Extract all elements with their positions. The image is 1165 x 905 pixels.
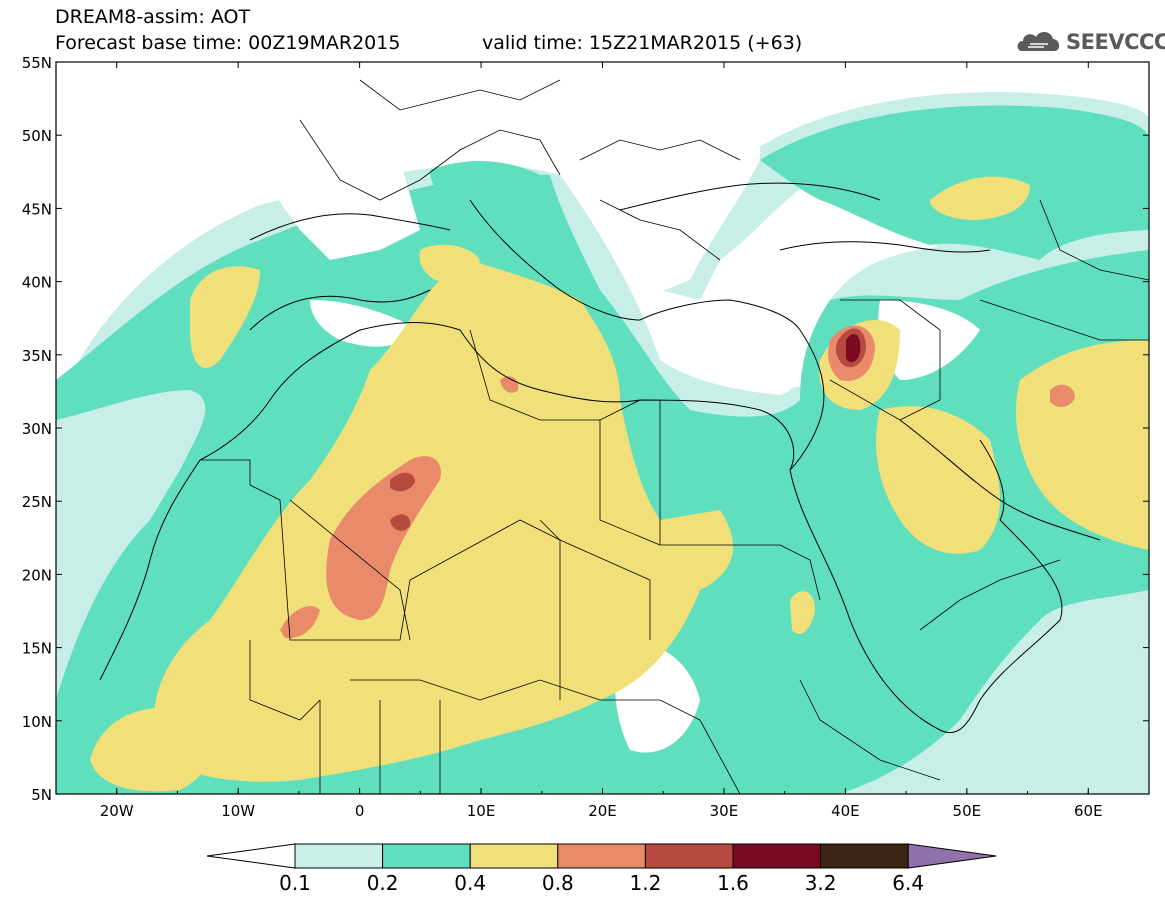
aot-field (56, 62, 1149, 794)
legend-swatch (644, 843, 734, 869)
lat-tick-label: 5N (31, 786, 52, 804)
lon-tick-label: 10W (221, 802, 255, 820)
axis-ticks (55, 61, 1150, 795)
forecast-base-time: Forecast base time: 00Z19MAR2015 (55, 32, 401, 54)
logo-text: SEEVCCC (1066, 30, 1165, 54)
legend-label: 0.2 (367, 871, 399, 895)
lat-tick-label: 40N (22, 274, 52, 292)
lon-tick-label: 50E (953, 802, 982, 820)
legend-swatch (294, 843, 384, 869)
aot-band-1-6 (846, 333, 861, 363)
legend-swatch (820, 843, 909, 869)
map-title: DREAM8-assim: AOT (55, 6, 251, 28)
lon-tick-label: 60E (1074, 802, 1103, 820)
lat-tick-label: 50N (22, 127, 52, 145)
lat-tick-label: 30N (22, 420, 52, 438)
lat-tick-label: 15N (22, 640, 52, 658)
lon-tick-label: 40E (831, 802, 860, 820)
aot-band-0-4 (90, 176, 1149, 792)
legend-label: 0.1 (279, 871, 311, 895)
legend-label: 1.6 (717, 871, 749, 895)
lon-tick-label: 10E (467, 802, 496, 820)
lat-axis: 55N 50N 45N 40N 35N 30N 25N 20N 15N 10N 5N (22, 54, 52, 804)
lat-tick-label: 10N (22, 713, 52, 731)
lon-axis: 20W 10W 0 10E 20E 30E 40E 50E 60E (100, 802, 1103, 820)
color-legend: 0.1 0.2 0.4 0.8 1.2 1.6 3.2 6.4 (206, 843, 997, 895)
legend-arrow-low (206, 843, 296, 869)
lat-tick-label: 45N (22, 200, 52, 218)
lat-tick-label: 20N (22, 566, 52, 584)
lon-tick-label: 30E (710, 802, 739, 820)
legend-label: 3.2 (805, 871, 837, 895)
lat-tick-label: 35N (22, 347, 52, 365)
legend-label: 1.2 (629, 871, 661, 895)
legend-swatch (732, 843, 822, 869)
legend-label: 6.4 (892, 871, 924, 895)
lon-tick-label: 20E (588, 802, 617, 820)
cloud-icon (1017, 31, 1060, 51)
lon-tick-label: 0 (355, 802, 365, 820)
legend-label: 0.4 (454, 871, 486, 895)
legend-swatch (557, 843, 646, 869)
legend-arrow-high (907, 843, 997, 869)
legend-swatch (469, 843, 559, 869)
legend-swatch (382, 843, 471, 869)
country-borders (200, 79, 1149, 794)
lat-tick-label: 55N (22, 54, 52, 72)
lon-tick-label: 20W (100, 802, 134, 820)
coastlines (99, 182, 1101, 734)
valid-time: valid time: 15Z21MAR2015 (+63) (482, 32, 803, 54)
lat-tick-label: 25N (22, 493, 52, 511)
legend-label: 0.8 (542, 871, 574, 895)
